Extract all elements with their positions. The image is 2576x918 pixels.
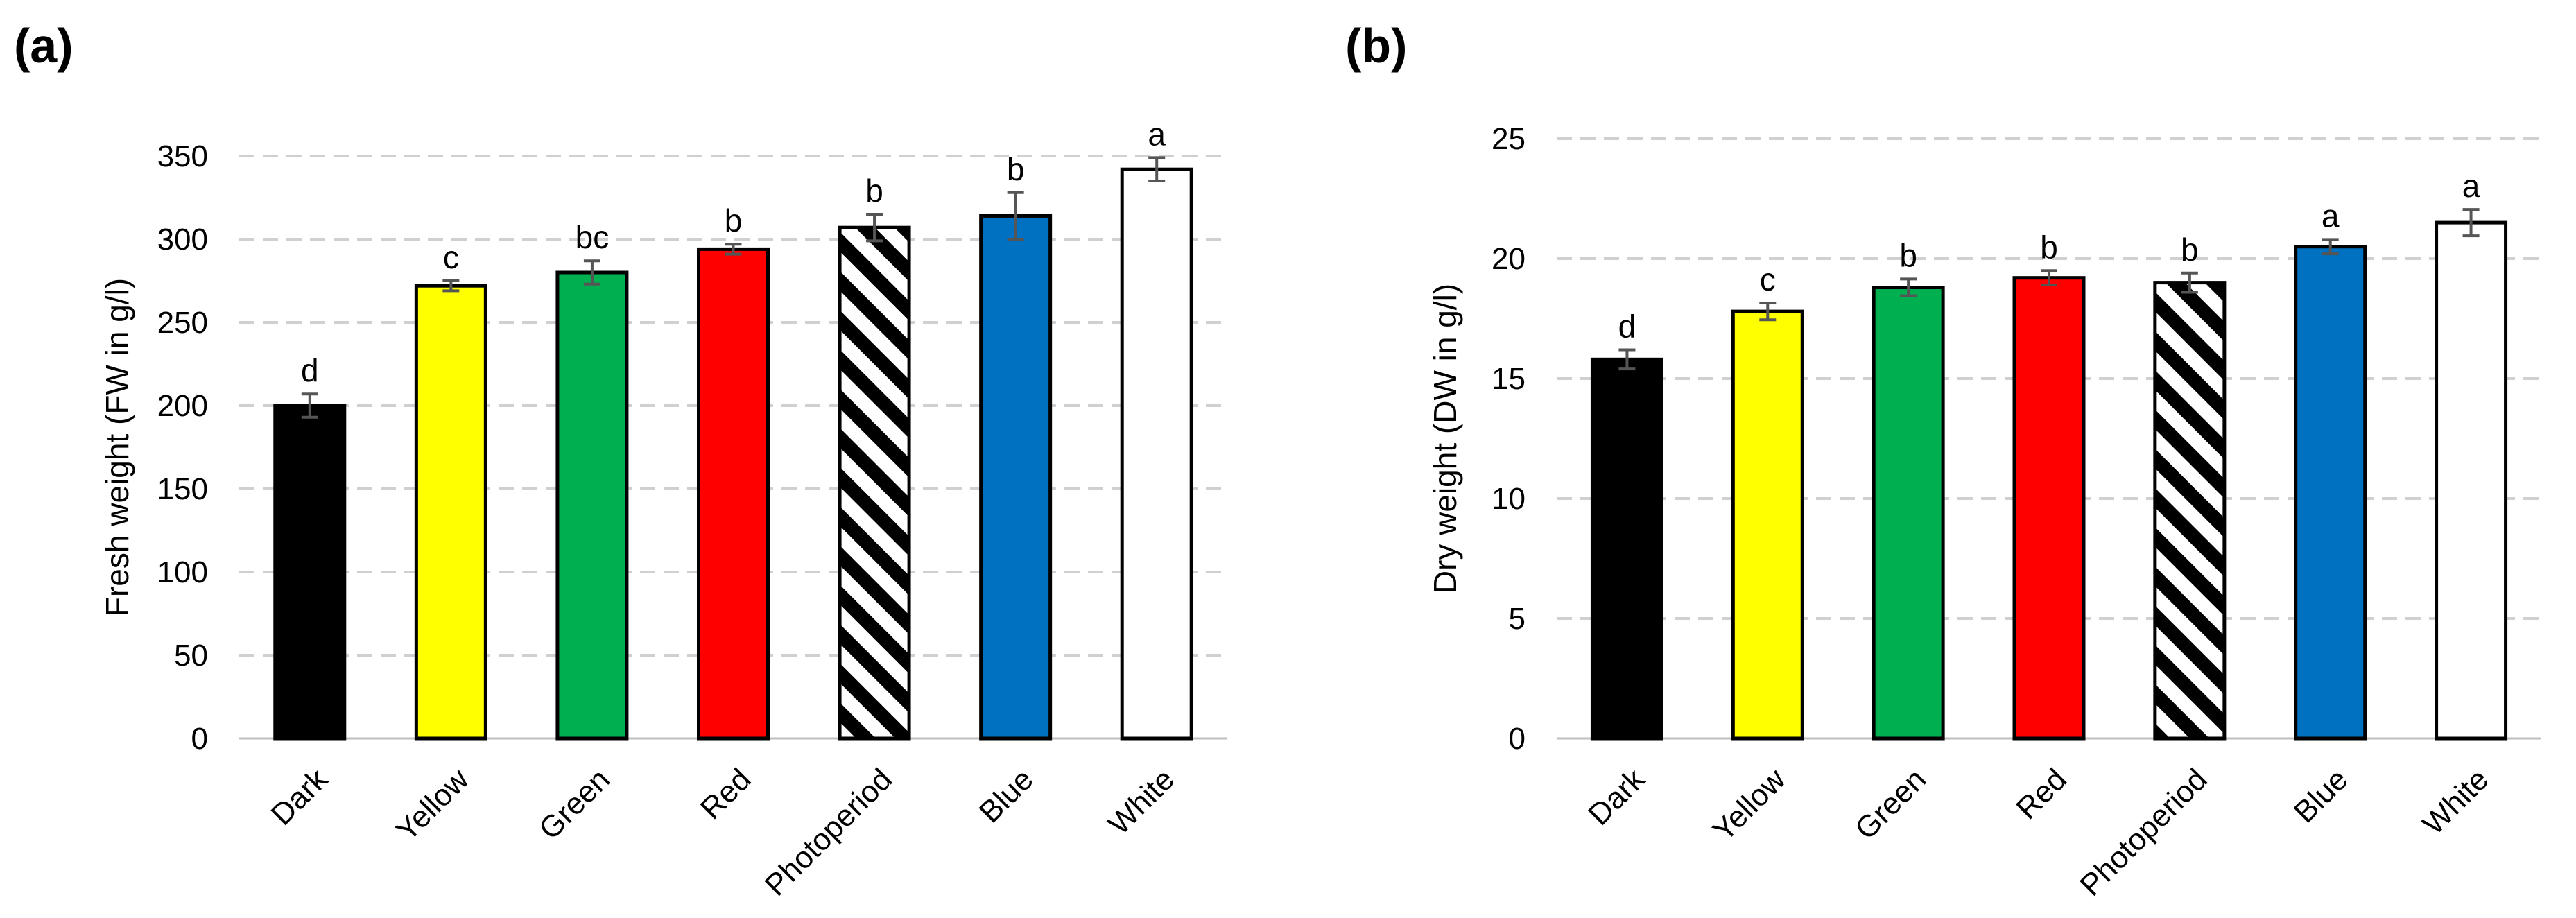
y-tick-label: 50 [174,639,208,673]
y-axis-title: Dry weight (DW in g/l) [1427,284,1463,594]
x-tick-label: Green [533,762,616,846]
x-tick-label: Red [694,762,758,826]
y-tick-label: 200 [157,389,208,423]
x-tick-label: White [2416,762,2495,841]
significance-label: d [301,352,319,388]
significance-label: b [865,173,883,209]
x-tick-label: Green [1849,762,1933,846]
panel-label: (b) [1345,19,1407,73]
x-tick-label: Yellow [390,762,476,848]
significance-label: b [2040,229,2058,265]
y-tick-label: 350 [157,139,208,173]
significance-label: a [2462,168,2480,204]
bar-blue [979,214,1053,741]
x-tick-label: White [1102,762,1181,841]
bar-photoperiod [2153,281,2227,741]
bar-dark [273,404,347,741]
significance-label: b [1899,237,1917,273]
significance-label: b [725,202,743,239]
y-tick-label: 0 [191,722,208,756]
y-tick-label: 25 [1492,122,1525,156]
x-tick-label: Photoperiod [759,762,899,902]
bar-white [1120,167,1193,741]
bar-red [2012,276,2086,741]
chart-panel-1: (b) 0 5 10 15 20 25 Dry weight (DW in g/l) d Dark… [1345,19,2541,903]
bar-green [555,270,629,741]
bar-dark [1590,357,1663,741]
significance-label: c [1760,261,1776,297]
x-tick-label: Blue [2288,762,2355,829]
chart-panel-0: (a) 0 50 100 150 200 250 300 350 Fresh weight (FW… [14,19,1227,903]
y-tick-label: 5 [1509,602,1525,636]
significance-label: b [2181,232,2199,268]
bar-red [697,247,770,741]
x-tick-label: Dark [1582,762,1652,832]
x-tick-label: Yellow [1706,762,1792,848]
y-tick-label: 20 [1492,242,1525,276]
significance-label: a [2322,198,2340,234]
x-tick-label: Dark [265,762,335,832]
y-tick-label: 250 [157,306,208,340]
significance-label: b [1007,151,1025,187]
significance-label: bc [576,219,610,255]
bar-green [1872,286,1945,741]
x-tick-label: Red [2009,762,2073,826]
bar-yellow [414,284,487,741]
y-axis-title: Fresh weight (FW in g/l) [99,278,135,616]
y-tick-label: 10 [1492,482,1525,516]
bar-blue [2294,245,2367,741]
x-tick-label: Blue [973,762,1040,829]
significance-label: c [443,239,459,275]
significance-label: a [1148,116,1166,152]
y-tick-label: 0 [1509,722,1525,756]
y-tick-label: 15 [1492,362,1525,396]
y-tick-label: 300 [157,223,208,257]
panel-label: (a) [14,19,74,73]
significance-label: d [1618,308,1636,344]
y-tick-label: 100 [157,555,208,589]
bar-yellow [1731,309,1804,741]
x-tick-label: Photoperiod [2073,762,2213,902]
bar-photoperiod [838,225,911,741]
y-tick-label: 150 [157,472,208,506]
bar-white [2435,220,2508,741]
